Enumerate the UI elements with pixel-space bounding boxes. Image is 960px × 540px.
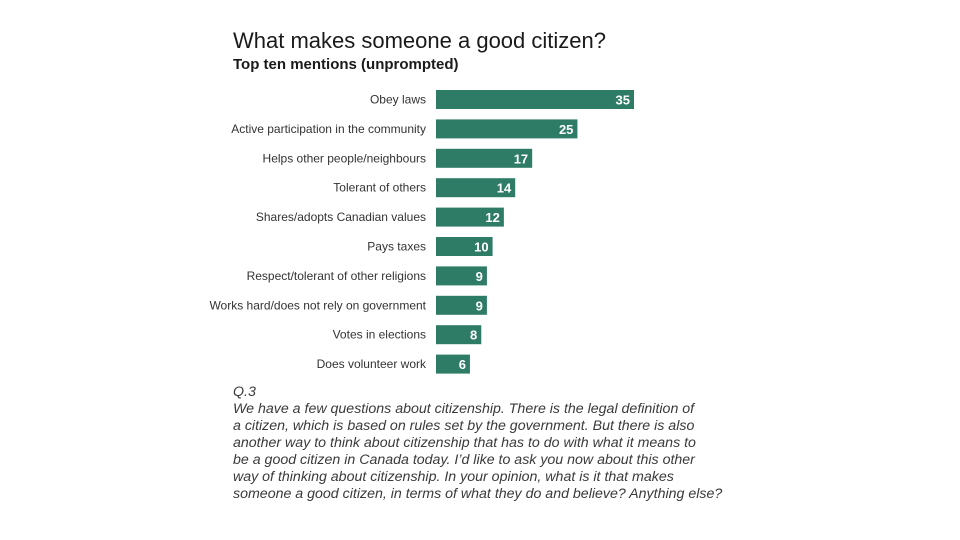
value-label: 9 xyxy=(476,269,483,284)
category-label: Helps other people/neighbours xyxy=(263,151,426,165)
value-label: 12 xyxy=(485,210,499,225)
question-line: someone a good citizen, in terms of what… xyxy=(233,486,723,502)
category-label: Active participation in the community xyxy=(231,122,426,136)
bar xyxy=(436,207,504,227)
bar xyxy=(436,266,487,286)
value-label: 8 xyxy=(470,328,477,343)
chart-subtitle: Top ten mentions (unprompted) xyxy=(233,56,459,73)
bar xyxy=(436,90,634,109)
bar xyxy=(436,295,487,315)
bar xyxy=(436,178,516,198)
bar xyxy=(436,325,482,345)
chart-title: What makes someone a good citizen? xyxy=(233,28,606,53)
question-line: another way to think about citizenship t… xyxy=(233,435,696,451)
bar xyxy=(436,354,470,374)
category-label: Does volunteer work xyxy=(317,357,427,371)
value-label: 9 xyxy=(476,298,483,313)
question-line: We have a few questions about citizenshi… xyxy=(233,401,695,417)
bar xyxy=(436,119,578,139)
category-label: Respect/tolerant of other religions xyxy=(247,269,426,283)
question-line: be a good citizen in Canada today. I’d l… xyxy=(233,452,695,468)
value-label: 25 xyxy=(559,122,573,137)
value-label: 14 xyxy=(497,181,512,196)
category-label: Votes in elections xyxy=(333,328,426,342)
bar xyxy=(436,237,493,256)
category-label: Tolerant of others xyxy=(333,181,426,195)
value-label: 17 xyxy=(514,151,528,166)
category-label: Works hard/does not rely on government xyxy=(209,298,426,312)
question-line: a citizen, which is based on rules set b… xyxy=(233,418,695,434)
bar xyxy=(436,148,533,168)
value-label: 35 xyxy=(616,93,630,108)
value-label: 10 xyxy=(474,240,488,255)
survey-question: Q.3 We have a few questions about citize… xyxy=(233,384,793,503)
category-label: Pays taxes xyxy=(367,240,426,254)
value-label: 6 xyxy=(459,357,466,372)
question-number: Q.3 xyxy=(233,384,256,400)
category-label: Obey laws xyxy=(370,93,426,107)
category-label: Shares/adopts Canadian values xyxy=(256,210,426,224)
question-line: way of thinking about citizenship. In yo… xyxy=(233,469,674,485)
